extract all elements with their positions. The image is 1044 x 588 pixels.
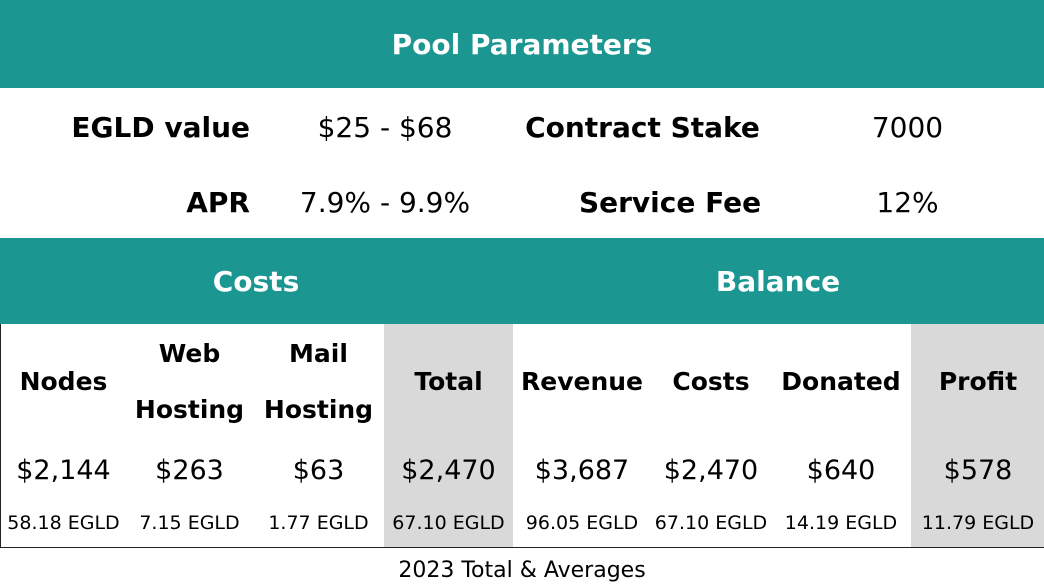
amount-cell: $640	[806, 454, 876, 486]
amount-cell: $3,687	[534, 454, 630, 486]
section-header: Costs	[0, 238, 512, 324]
egld-cell: 58.18 EGLD	[7, 512, 120, 534]
egld-cell: 96.05 EGLD	[525, 512, 639, 534]
column-highlight	[384, 324, 513, 547]
column-header: Costs	[672, 367, 750, 396]
param-value: 12%	[876, 185, 939, 219]
footer-caption: 2023 Total & Averages	[398, 557, 646, 583]
param-label: APR	[186, 185, 250, 219]
param-label: Service Fee	[578, 185, 762, 219]
column-header: Profit	[938, 367, 1018, 396]
param-value: 7.9% - 9.9%	[299, 185, 471, 219]
section-header: Balance	[512, 238, 1044, 324]
column-header: Total	[414, 367, 483, 396]
param-value: 7000	[871, 110, 944, 144]
column-header: Mail Hosting	[263, 339, 374, 424]
amount-cell: $578	[943, 454, 1013, 486]
amount-cell: $2,470	[401, 454, 496, 486]
column-header: Revenue	[520, 367, 643, 396]
column-header: Donated	[781, 367, 901, 396]
column-header: Web Hosting	[134, 339, 245, 424]
egld-cell: 1.77 EGLD	[268, 512, 369, 534]
egld-cell: 7.15 EGLD	[139, 512, 240, 534]
amount-cell: $2,470	[663, 454, 759, 486]
param-label: Contract Stake	[525, 110, 760, 144]
title: Pool Parameters	[0, 0, 1044, 88]
egld-cell: 11.79 EGLD	[921, 512, 1035, 534]
param-label: EGLD value	[71, 110, 250, 144]
amount-cell: $63	[292, 454, 345, 486]
egld-cell: 67.10 EGLD	[392, 512, 505, 534]
param-value: $25 - $68	[317, 110, 453, 144]
egld-cell: 67.10 EGLD	[654, 512, 768, 534]
column-highlight	[911, 324, 1044, 547]
table: Nodes $2,144 58.18 EGLD Web Hosting $263 7.15…	[0, 324, 1044, 548]
egld-cell: 14.19 EGLD	[784, 512, 898, 534]
column-header: Nodes	[19, 367, 108, 396]
amount-cell: $263	[155, 454, 224, 486]
amount-cell: $2,144	[16, 454, 111, 486]
